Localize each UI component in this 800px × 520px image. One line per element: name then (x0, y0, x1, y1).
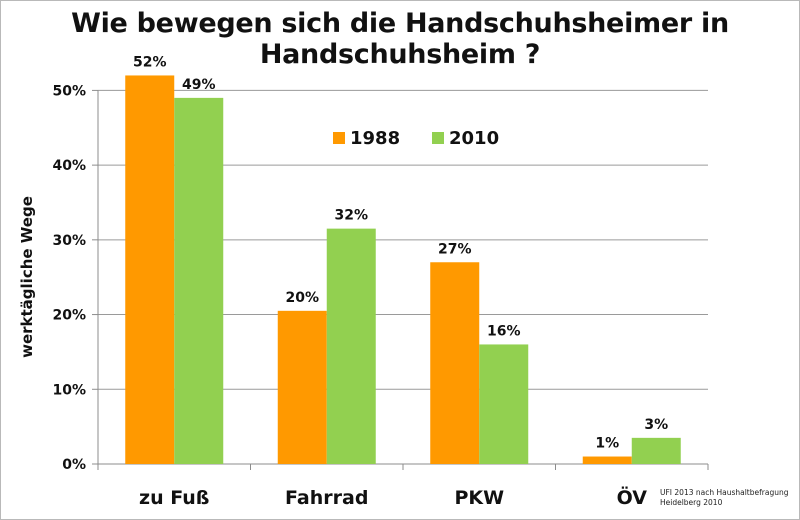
data-label-2010: 16% (487, 323, 521, 339)
data-label-1988: 27% (438, 241, 472, 257)
x-category-label: PKW (454, 487, 504, 509)
legend-label-1988: 1988 (350, 128, 400, 149)
data-label-1988: 52% (133, 54, 167, 70)
legend-swatch-1988 (333, 132, 345, 144)
data-label-2010: 49% (182, 77, 216, 93)
chart-title: Wie bewegen sich die Handschuhsheimer in… (71, 8, 729, 70)
bar-1988 (582, 456, 632, 464)
source-note: UFI 2013 nach Haushaltbefragung Heidelbe… (660, 488, 788, 508)
source-note-line-2: Heidelberg 2010 (660, 498, 723, 507)
x-category-label: Fahrrad (285, 487, 368, 509)
bar-2010 (479, 344, 529, 464)
bar-2010 (174, 97, 224, 464)
y-tick-label: 0% (62, 457, 86, 473)
data-label-2010: 3% (644, 417, 668, 433)
data-label-1988: 1% (595, 436, 619, 452)
source-note-line-1: UFI 2013 nach Haushaltbefragung (660, 488, 789, 497)
bar-1988 (277, 310, 327, 464)
legend-swatch-2010 (432, 132, 444, 144)
y-tick-label: 10% (52, 382, 86, 398)
y-axis-title: werktägliche Wege (18, 196, 36, 358)
y-tick-label: 40% (52, 158, 86, 174)
y-tick-label: 50% (52, 83, 86, 99)
bar-1988 (125, 75, 175, 465)
data-label-2010: 32% (334, 208, 368, 224)
legend-label-2010: 2010 (449, 128, 499, 149)
data-label-1988: 20% (285, 290, 319, 306)
y-tick-label: 20% (52, 308, 86, 324)
bar-2010 (326, 228, 376, 464)
y-tick-label: 30% (52, 233, 86, 249)
x-category-label: zu Fuß (139, 487, 209, 509)
bar-2010 (631, 437, 681, 464)
bar-1988 (430, 262, 480, 464)
x-category-label: ÖV (617, 485, 648, 509)
